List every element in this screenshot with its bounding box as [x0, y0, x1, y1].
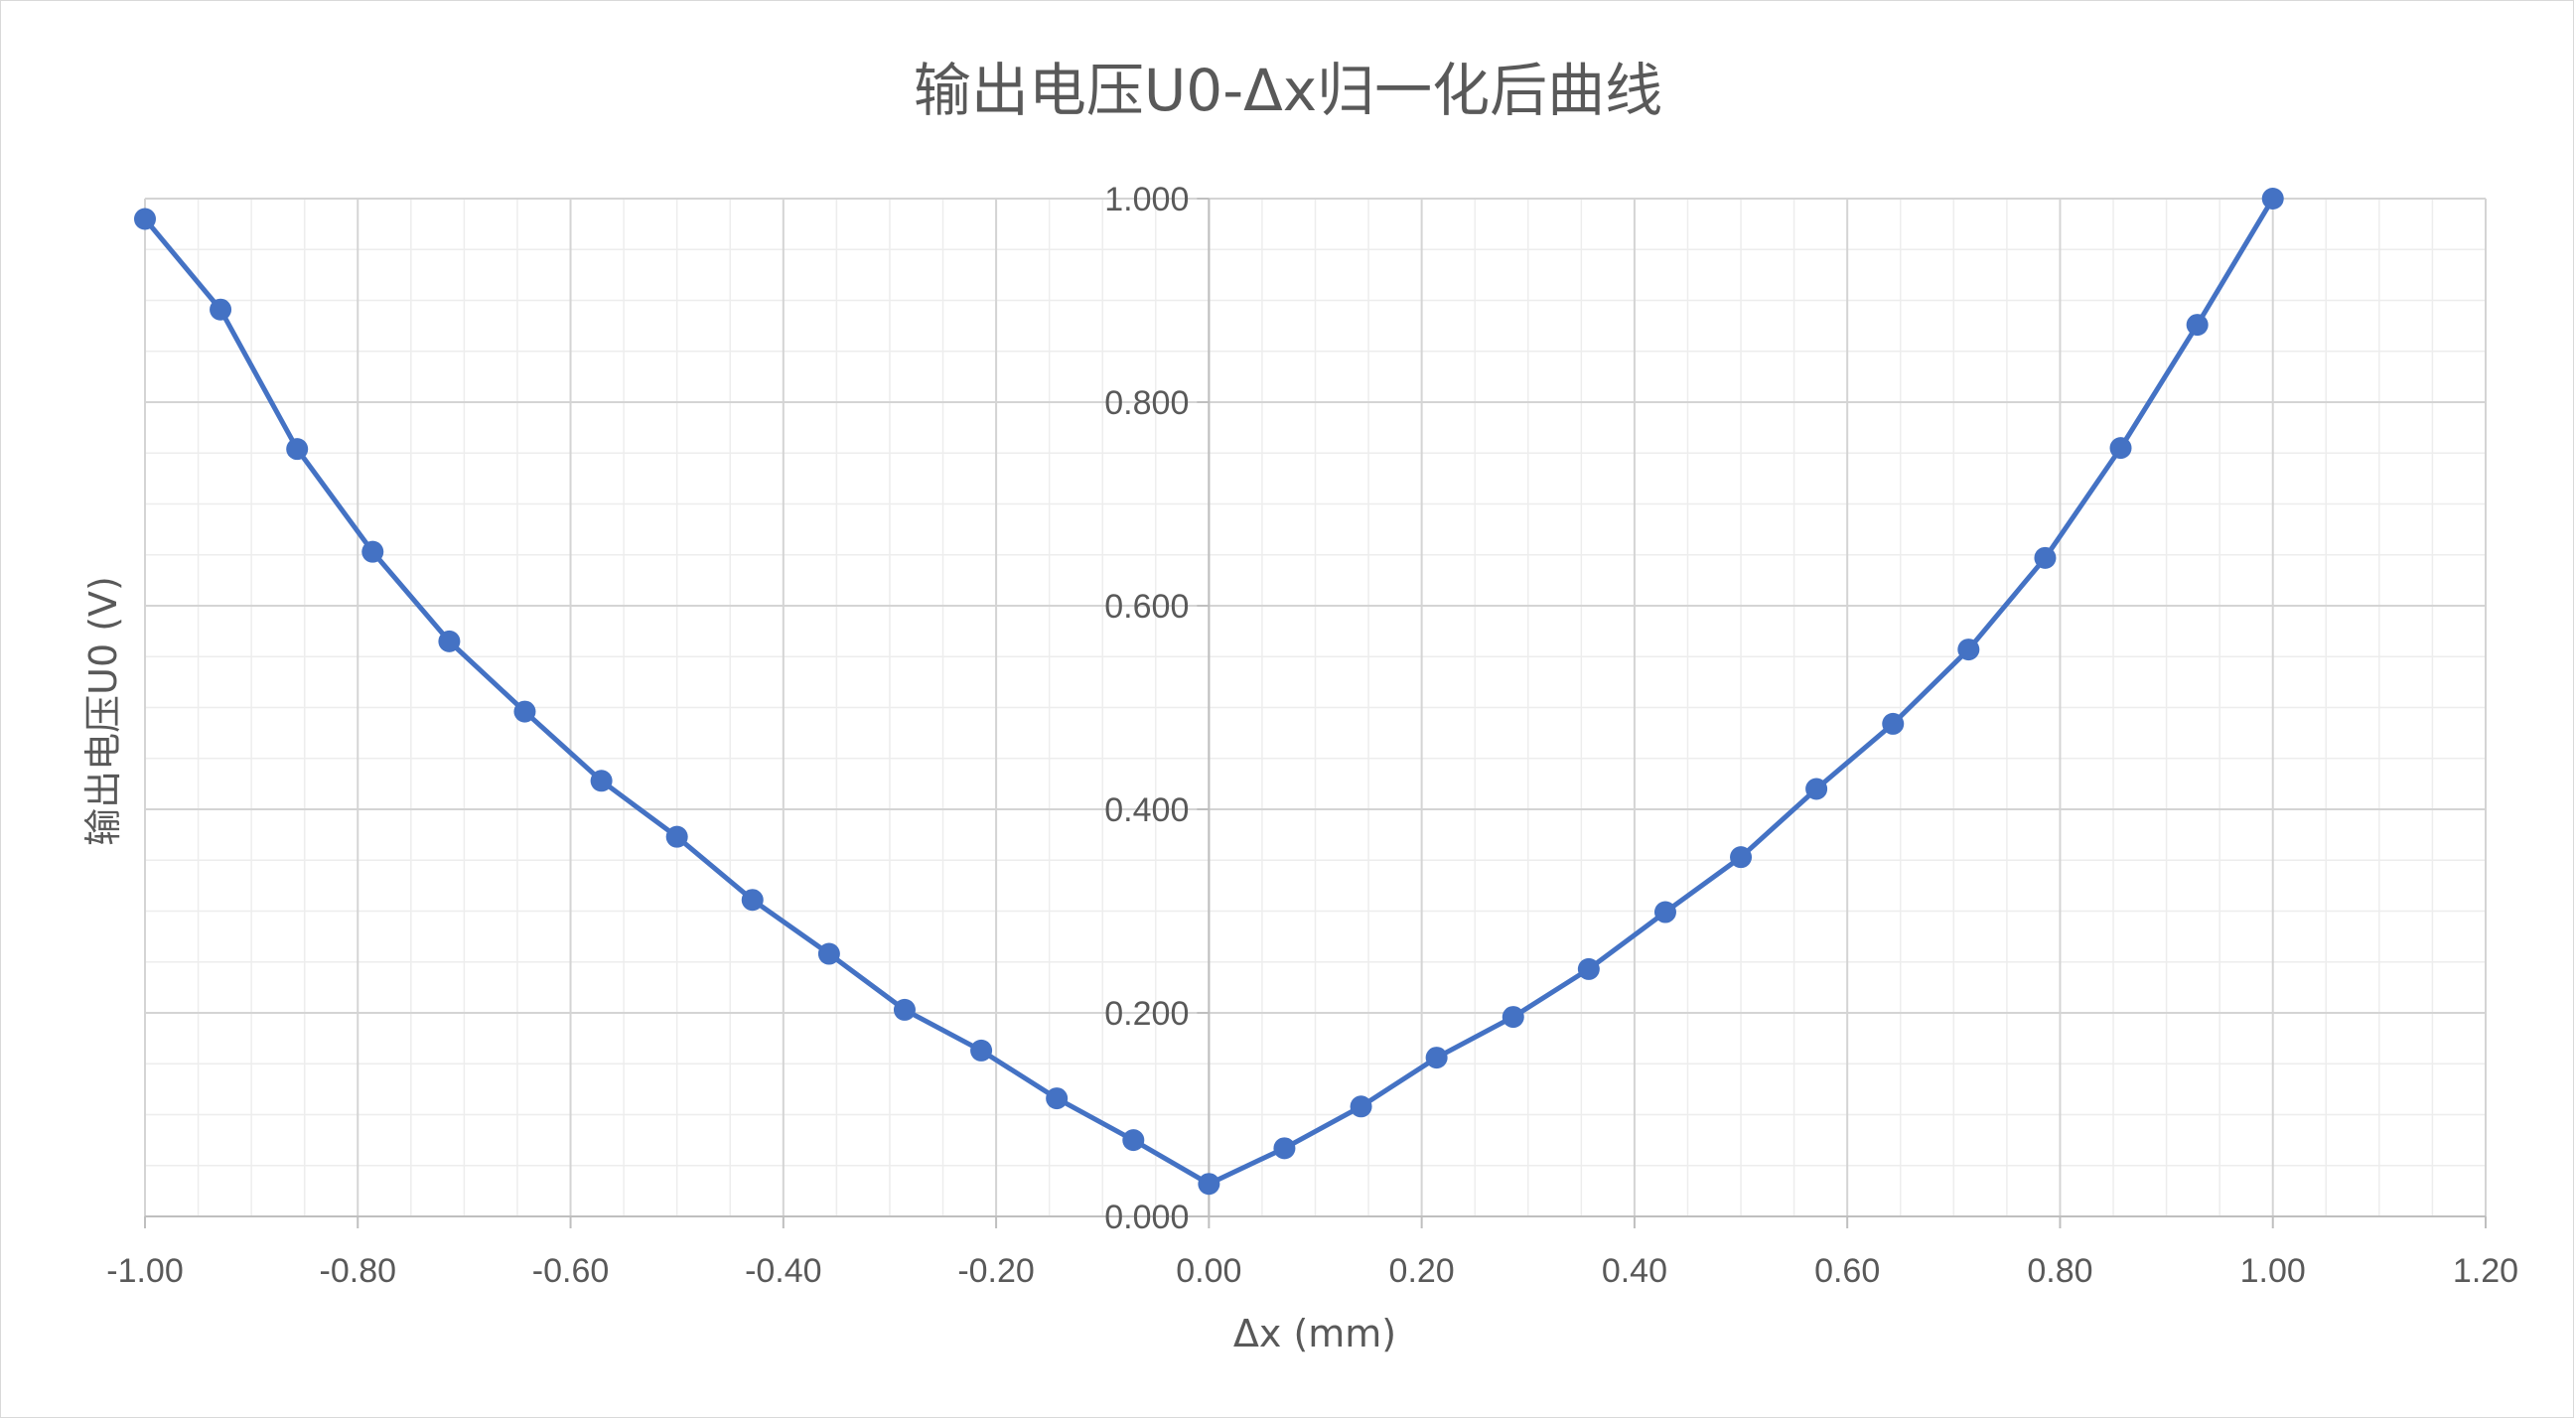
data-point: [134, 208, 156, 230]
data-point: [1957, 639, 1980, 661]
x-tick-label: -0.20: [957, 1252, 1035, 1290]
data-point: [741, 889, 764, 912]
x-tick-label: -0.80: [320, 1252, 397, 1290]
x-tick-labels: -1.00 -0.80 -0.60 -0.40 -0.20 0.00 0.20 0.40 0.6…: [106, 1252, 2518, 1290]
data-point: [1273, 1137, 1296, 1160]
data-point: [817, 942, 840, 965]
data-point: [893, 998, 916, 1021]
data-point: [1198, 1173, 1220, 1196]
x-tick-label: 0.80: [2027, 1252, 2092, 1290]
series: [134, 188, 2284, 1196]
data-point: [665, 825, 688, 848]
data-point: [1730, 846, 1753, 869]
y-tick-label: 0.800: [1104, 384, 1189, 422]
data-point: [438, 630, 461, 652]
data-point: [1350, 1095, 1372, 1118]
data-point: [590, 770, 613, 792]
x-axis-label: Δx (mm): [1233, 1312, 1396, 1355]
data-point: [1577, 957, 1600, 980]
data-point: [1122, 1129, 1145, 1152]
chart-title: 输出电压U0-Δx归一化后曲线: [914, 57, 1662, 124]
x-tick-label: 1.20: [2453, 1252, 2518, 1290]
data-point: [286, 438, 309, 461]
data-point: [361, 540, 384, 563]
data-point: [210, 298, 232, 321]
data-point: [2186, 314, 2209, 337]
y-tick-label: 0.000: [1104, 1199, 1189, 1236]
y-tick-label: 1.000: [1104, 181, 1189, 218]
x-tick-label: -0.60: [532, 1252, 610, 1290]
data-point: [1425, 1047, 1448, 1069]
x-tick-label: 0.40: [1602, 1252, 1667, 1290]
data-point: [2034, 546, 2057, 569]
major-grid: [144, 198, 2487, 1217]
x-tick-label: 1.00: [2240, 1252, 2306, 1290]
data-point: [2261, 188, 2284, 210]
data-point: [1882, 712, 1905, 735]
y-axis-label: 输出电压U0 (V): [81, 576, 125, 846]
x-tick-label: -0.40: [745, 1252, 822, 1290]
data-point: [2109, 437, 2132, 460]
data-point: [1653, 901, 1676, 923]
data-point: [513, 700, 536, 723]
data-point: [1805, 778, 1828, 800]
data-point: [970, 1039, 993, 1062]
data-point: [1502, 1006, 1524, 1029]
x-tick-label: 0.60: [1814, 1252, 1880, 1290]
x-tick-label: 0.20: [1389, 1252, 1455, 1290]
x-tick-label: 0.00: [1176, 1252, 1241, 1290]
y-tick-labels: 0.000 0.200 0.400 0.600 0.800 1.000: [1104, 181, 1189, 1236]
data-point: [1046, 1087, 1069, 1110]
minor-grid: [144, 198, 2487, 1217]
y-tick-label: 0.400: [1104, 791, 1189, 829]
y-tick-label: 0.200: [1104, 995, 1189, 1033]
y-tick-label: 0.600: [1104, 588, 1189, 626]
axes: [144, 198, 2487, 1228]
x-tick-label: -1.00: [106, 1252, 184, 1290]
